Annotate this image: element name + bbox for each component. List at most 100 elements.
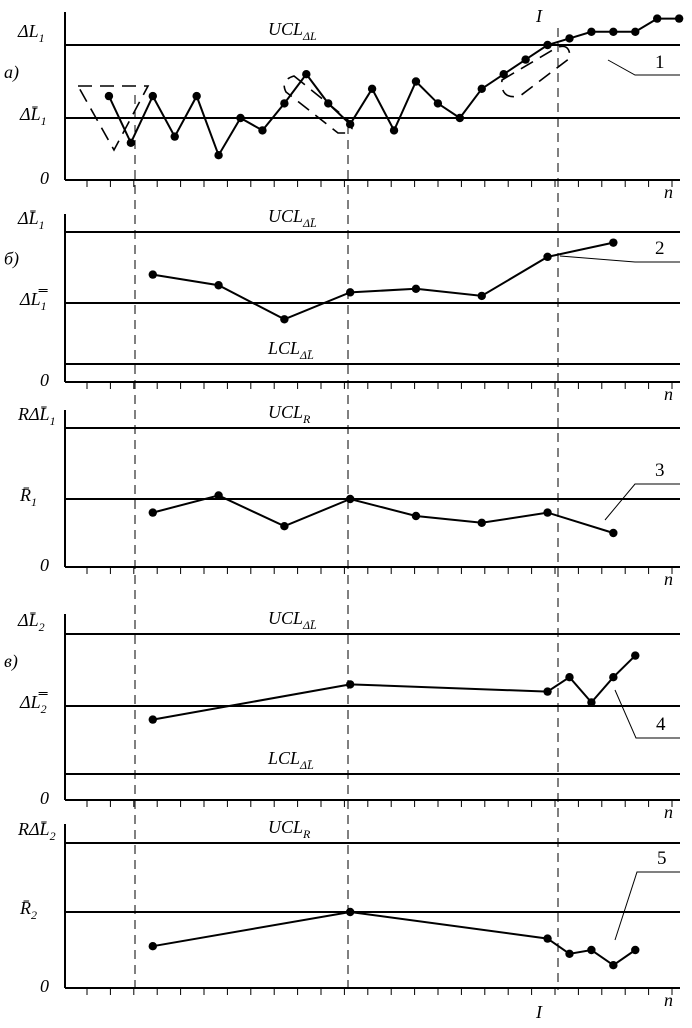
- data-point: [148, 91, 157, 101]
- data-point: [631, 651, 640, 660]
- series-marker-number: 5: [657, 848, 667, 869]
- control-line-label: UCLΔL̄: [268, 206, 317, 230]
- data-point: [389, 126, 399, 135]
- data-point: [148, 508, 157, 517]
- data-point: [565, 34, 574, 43]
- center-line-label: ΔL̄1: [19, 104, 47, 128]
- data-point: [543, 40, 552, 50]
- data-point: [609, 528, 618, 538]
- data-point: [587, 945, 596, 955]
- data-point: [587, 27, 596, 36]
- vline-label-bottom: I: [535, 1002, 543, 1022]
- data-point: [477, 291, 486, 301]
- data-point: [543, 934, 552, 943]
- x-axis-label: n: [664, 182, 673, 202]
- chart-panel-4: n 0 в) UCLΔL̄ LCLΔL̄ ΔL̄2 ΔL̿2 4: [4, 608, 680, 822]
- data-point: [631, 945, 640, 955]
- data-point: [543, 508, 552, 517]
- data-point: [609, 673, 618, 682]
- data-point: [280, 99, 289, 108]
- y-axis-top-label: ΔL1: [17, 21, 45, 45]
- data-point: [433, 99, 443, 108]
- control-line-label: UCLR: [268, 817, 311, 841]
- series-line: [152, 494, 614, 534]
- data-point: [477, 518, 486, 527]
- y-axis-origin-label: 0: [40, 168, 49, 188]
- data-point: [214, 151, 223, 160]
- data-point: [609, 27, 618, 36]
- chart-panel-5: n 0 UCLR RΔL̄2 R̄2 5: [17, 817, 680, 1010]
- chart-panel-2: n 0 б) UCLΔL̄ LCLΔL̄ ΔL̄1 ΔL̿1 2: [4, 206, 680, 404]
- data-point: [455, 113, 465, 123]
- data-point: [170, 132, 179, 141]
- data-point: [126, 138, 136, 147]
- leader-line: [614, 871, 680, 941]
- series-line: [152, 654, 636, 721]
- leader-line: [604, 483, 680, 521]
- y-axis-top-label: RΔL̄2: [17, 819, 56, 843]
- data-point: [543, 687, 552, 696]
- control-line-label: UCLΔL: [268, 19, 317, 43]
- data-point: [543, 252, 552, 262]
- series-marker-number: 2: [655, 238, 665, 259]
- data-point: [258, 126, 267, 135]
- series-line: [152, 910, 636, 967]
- data-point: [345, 680, 355, 689]
- data-point: [587, 698, 596, 707]
- chart-panel-1: n 0 а) UCLΔL ΔL1 ΔL̄1 1: [4, 12, 684, 202]
- data-point: [565, 949, 574, 958]
- leader-line: [607, 59, 680, 76]
- control-line-label: LCLΔL̄: [267, 338, 314, 362]
- chart-panels: n 0 а) UCLΔL ΔL1 ΔL̄1 1 n 0 б) UCLΔL̄ LCLΔL̄ ΔL̄1 ΔL̿…: [4, 12, 684, 1010]
- panel-label: а): [4, 62, 19, 83]
- series-marker-number: 3: [655, 460, 665, 481]
- data-point: [236, 113, 245, 123]
- center-line-label: R̄1: [19, 485, 37, 509]
- x-axis-label: n: [664, 569, 673, 589]
- panel-label: б): [4, 248, 19, 269]
- data-point: [565, 673, 574, 682]
- vline-label-top: I: [535, 6, 543, 26]
- data-point: [477, 84, 486, 94]
- data-point: [411, 284, 421, 293]
- data-point: [609, 961, 618, 970]
- data-point: [104, 91, 114, 101]
- data-point: [345, 120, 355, 129]
- series-line: [108, 17, 680, 158]
- data-point: [411, 511, 421, 521]
- control-line-label: UCLR: [268, 402, 311, 426]
- x-axis-label: n: [664, 802, 673, 822]
- data-point: [345, 907, 355, 917]
- leader-line: [614, 689, 680, 739]
- series-line: [152, 241, 614, 321]
- data-point: [631, 27, 640, 36]
- y-axis-origin-label: 0: [40, 976, 49, 996]
- data-point: [653, 14, 662, 23]
- chart-panel-3: n 0 UCLR RΔL̄1 R̄1 3: [17, 402, 680, 589]
- y-axis-top-label: ΔL̄2: [17, 610, 45, 634]
- data-point: [345, 494, 355, 504]
- data-point: [302, 70, 311, 79]
- center-line-label: ΔL̿2: [19, 691, 48, 716]
- leader-line: [559, 255, 680, 263]
- control-line-label: UCLΔL̄: [268, 608, 317, 632]
- data-point: [214, 281, 223, 290]
- control-line-label: LCLΔL̄: [267, 748, 314, 772]
- center-line-label: ΔL̿1: [19, 288, 48, 313]
- x-axis-label: n: [664, 990, 673, 1010]
- data-point: [499, 70, 508, 79]
- data-point: [148, 270, 157, 279]
- data-point: [609, 238, 618, 247]
- data-point: [345, 288, 355, 297]
- data-point: [324, 99, 333, 108]
- y-axis-origin-label: 0: [40, 370, 49, 390]
- data-point: [367, 84, 377, 94]
- group-highlight-slanted-2: [501, 45, 571, 98]
- center-line-label: R̄2: [19, 898, 37, 922]
- panel-label: в): [4, 651, 18, 672]
- data-point: [411, 77, 421, 86]
- group-highlight-slanted-1: [283, 75, 353, 134]
- data-point: [148, 942, 157, 951]
- data-point: [280, 522, 289, 531]
